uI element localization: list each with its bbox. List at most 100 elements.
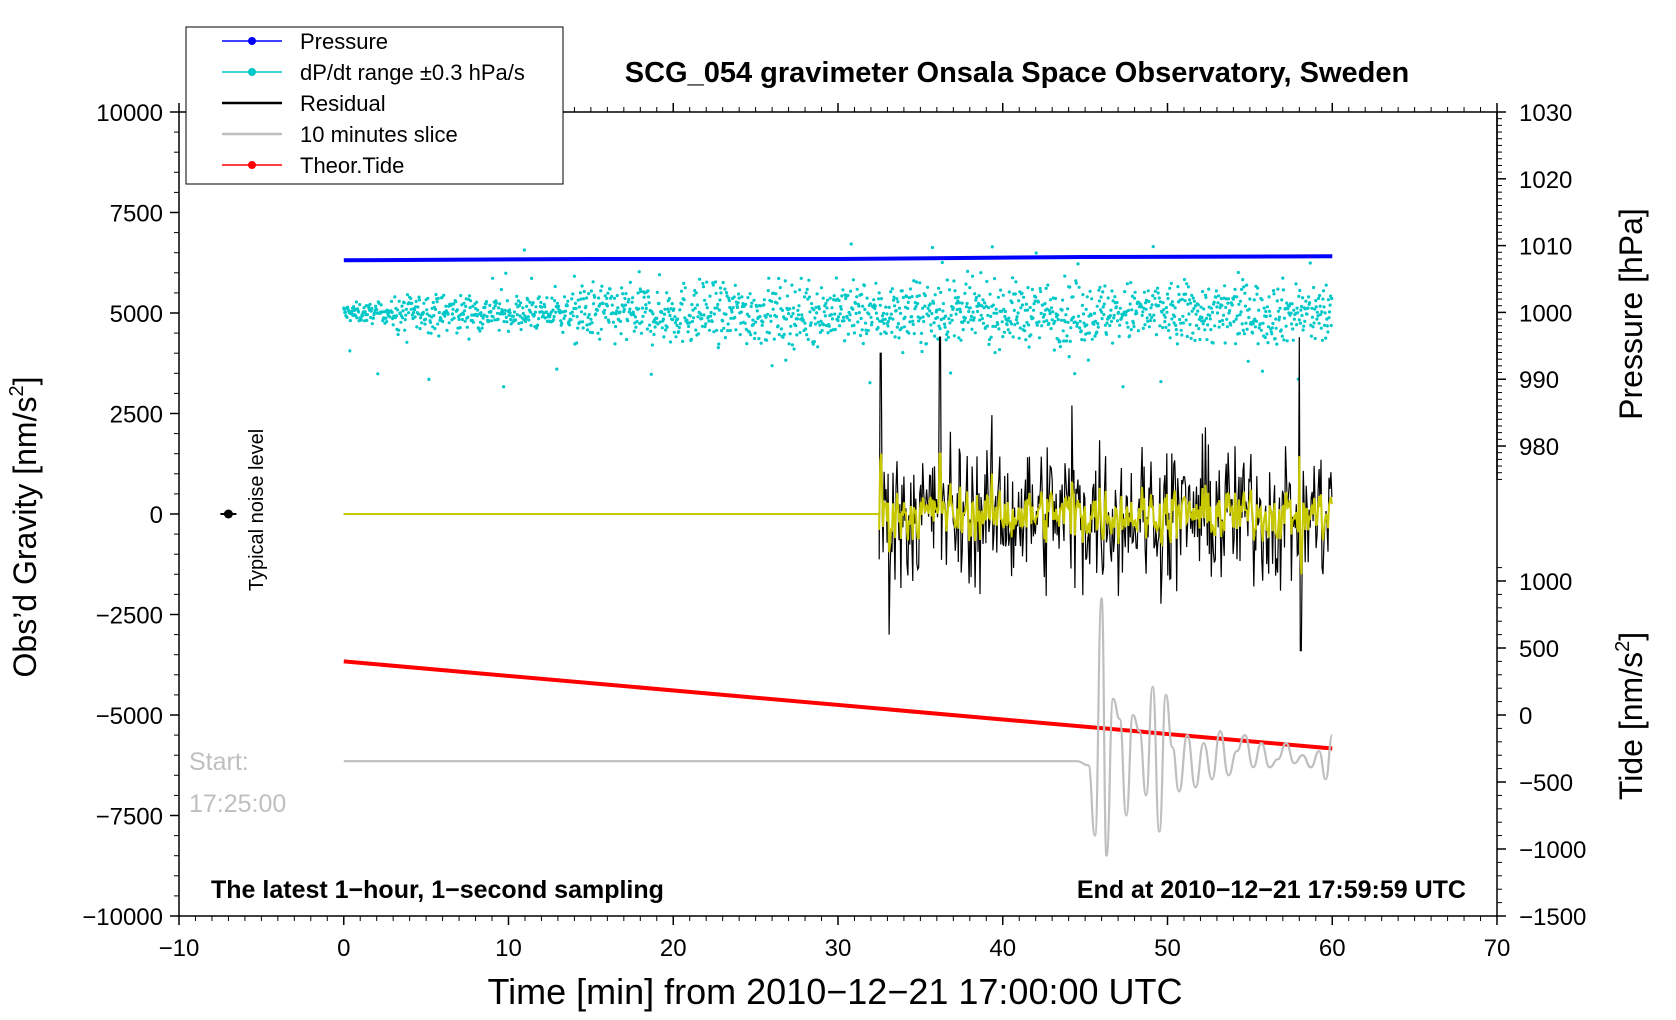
dpdt-point <box>1315 317 1319 321</box>
dpdt-point <box>1216 301 1220 305</box>
dpdt-point <box>1297 294 1301 298</box>
legend-label: 10 minutes slice <box>300 122 458 147</box>
dpdt-point <box>877 297 881 301</box>
y-axis-left-label: Obs’d Gravity [nm/s2] <box>6 377 43 678</box>
dpdt-point <box>982 306 986 310</box>
dpdt-point <box>1170 300 1174 304</box>
dpdt-point <box>991 303 996 307</box>
dpdt-point <box>561 330 565 334</box>
dpdt-point <box>625 337 629 342</box>
dpdt-point <box>807 278 811 282</box>
dpdt-point <box>983 301 987 305</box>
dpdt-point <box>646 295 651 299</box>
dpdt-point <box>1058 339 1062 344</box>
dpdt-point <box>564 309 568 313</box>
dpdt-point <box>1329 294 1333 298</box>
dpdt-point <box>958 307 962 311</box>
dpdt-point <box>394 314 399 318</box>
dpdt-point <box>700 317 704 321</box>
dpdt-point <box>500 309 505 313</box>
dpdt-point <box>795 333 799 337</box>
dpdt-point <box>819 286 824 290</box>
dpdt-point <box>1235 295 1239 299</box>
dpdt-point <box>428 320 433 324</box>
dpdt-point <box>748 330 752 334</box>
dpdt-point <box>1281 288 1285 292</box>
dpdt-point <box>528 310 533 314</box>
dpdt-point <box>1118 323 1122 327</box>
dpdt-point <box>944 338 948 342</box>
dpdt-point <box>708 294 712 298</box>
dpdt-point <box>602 311 606 315</box>
dpdt-point <box>502 385 506 389</box>
dpdt-point <box>784 317 789 321</box>
dpdt-point <box>1224 305 1228 309</box>
y-tick-label: −7500 <box>96 804 163 831</box>
dpdt-point <box>1238 313 1242 317</box>
dpdt-point <box>922 319 926 324</box>
y-axis-pressure-label: Pressure [hPa] <box>1613 208 1649 420</box>
dpdt-point <box>528 300 532 304</box>
dpdt-point <box>847 318 852 322</box>
dpdt-point <box>360 314 364 318</box>
dpdt-point <box>644 303 648 307</box>
dpdt-point <box>967 309 971 314</box>
dpdt-point <box>733 283 737 287</box>
dpdt-point <box>1130 308 1134 312</box>
dpdt-point <box>485 314 489 319</box>
dpdt-point <box>1322 305 1326 309</box>
dpdt-point <box>1034 251 1038 255</box>
dpdt-point <box>928 309 932 313</box>
dpdt-point <box>819 319 823 323</box>
dpdt-point <box>816 345 820 349</box>
dpdt-point <box>675 323 679 328</box>
dpdt-point <box>841 288 845 292</box>
dpdt-point <box>830 317 835 321</box>
dpdt-point <box>895 325 899 329</box>
dpdt-point <box>1245 327 1249 331</box>
y-axis-tide-label-main: Tide [nm/s <box>1613 652 1649 800</box>
dpdt-point <box>953 296 958 300</box>
dpdt-point <box>788 307 792 311</box>
dpdt-point <box>736 301 740 305</box>
dpdt-point <box>727 299 731 303</box>
dpdt-point <box>673 321 678 325</box>
dpdt-point <box>937 324 941 328</box>
dpdt-point <box>1180 333 1184 337</box>
dpdt-point <box>728 328 733 333</box>
dpdt-point <box>648 323 652 327</box>
dpdt-point <box>869 323 874 327</box>
dpdt-point <box>1198 337 1202 342</box>
dpdt-point <box>1264 309 1268 314</box>
dpdt-point <box>750 301 754 305</box>
dpdt-point <box>1081 293 1085 297</box>
dpdt-point <box>1061 329 1065 333</box>
dpdt-point <box>396 332 400 337</box>
dpdt-point <box>687 324 691 328</box>
dpdt-point <box>1129 281 1133 285</box>
dpdt-point <box>404 307 408 311</box>
dpdt-point <box>980 304 984 308</box>
dpdt-point <box>1148 313 1152 317</box>
dpdt-point <box>970 327 974 331</box>
pressure-tick-label: 990 <box>1519 367 1559 394</box>
dpdt-point <box>991 324 995 328</box>
dpdt-point <box>1032 302 1036 306</box>
dpdt-point <box>1005 323 1009 327</box>
dpdt-point <box>541 314 545 318</box>
y-axis-left-label-sup: 2 <box>6 385 28 396</box>
dpdt-point <box>953 289 957 293</box>
dpdt-point <box>1265 332 1269 336</box>
dpdt-point <box>504 271 508 275</box>
dpdt-point <box>1268 309 1272 313</box>
dpdt-point <box>1323 323 1327 327</box>
dpdt-point <box>1201 322 1205 326</box>
dpdt-point <box>1046 283 1050 287</box>
dpdt-point <box>777 276 781 281</box>
dpdt-point <box>464 304 468 308</box>
pressure-tick-label: 980 <box>1519 434 1559 461</box>
dpdt-point <box>1006 328 1010 332</box>
dpdt-point <box>1147 299 1151 304</box>
dpdt-point <box>1221 322 1225 326</box>
dpdt-point <box>813 316 817 320</box>
